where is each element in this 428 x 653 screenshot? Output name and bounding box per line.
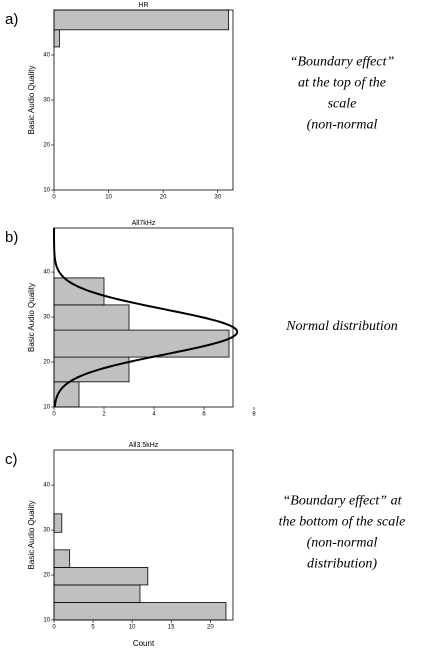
panel-label: c)	[5, 451, 18, 468]
y-tick-label: 30	[43, 315, 50, 321]
x-tick-label: 0	[52, 625, 56, 631]
annotation: (non-normal	[307, 536, 378, 551]
x-tick-label: 0	[52, 412, 56, 418]
x-tick-label: 4	[152, 412, 156, 418]
bar	[53, 584, 141, 603]
x-tick-label: 10	[105, 195, 112, 201]
y-tick-label: 10	[43, 188, 50, 194]
plot-frame	[53, 9, 234, 191]
annotation: the bottom of the scale	[279, 515, 406, 530]
y-tick-label: 30	[43, 98, 50, 104]
panel-label: b)	[5, 229, 18, 246]
annotation: “Boundary effect” at	[283, 494, 403, 509]
bar	[53, 277, 105, 306]
annotation: (non-normal	[307, 118, 378, 133]
chart-title: All3.5kHz	[129, 442, 159, 449]
x-axis-label: Count	[133, 639, 155, 648]
y-axis-label: Basic Audio Quality	[27, 501, 36, 570]
annotation: distribution)	[307, 557, 377, 572]
y-tick-label: 40	[43, 483, 50, 489]
y-axis-label: Basic Audio Quality	[27, 283, 36, 352]
panel-label: a)	[5, 11, 18, 28]
x-tick-label: 6	[202, 412, 206, 418]
y-axis-label: Basic Audio Quality	[27, 66, 36, 135]
x-tick-label: 15	[168, 625, 175, 631]
y-tick-label: 20	[43, 573, 50, 579]
bar	[53, 304, 130, 331]
normal-curve	[53, 227, 239, 408]
x-tick-label: 5	[91, 625, 95, 631]
annotation: scale	[328, 97, 357, 112]
bar	[53, 602, 227, 621]
x-tick-label: 20	[160, 195, 167, 201]
bar	[53, 329, 230, 358]
annotation: at the top of the	[298, 76, 386, 91]
plot-frame	[53, 227, 234, 408]
y-tick-label: 10	[43, 618, 50, 624]
plot-frame	[53, 449, 234, 621]
bar	[53, 566, 149, 586]
x-tick-label: 2	[102, 412, 106, 418]
x-tick-label: 8	[252, 412, 256, 418]
y-tick-label: 30	[43, 528, 50, 534]
y-tick-label: 20	[43, 360, 50, 366]
annotation: Normal distribution	[285, 319, 398, 334]
y-tick-label: 40	[43, 53, 50, 59]
y-tick-label: 40	[43, 270, 50, 276]
bar	[53, 513, 63, 533]
x-tick-label: 30	[214, 195, 221, 201]
x-tick-label: 20	[207, 625, 214, 631]
chart-title: HR	[138, 2, 148, 9]
x-tick-label: 10	[129, 625, 136, 631]
annotation: “Boundary effect”	[290, 55, 395, 70]
chart-title: All7kHz	[132, 220, 156, 227]
bar	[53, 29, 60, 48]
bar	[53, 549, 71, 568]
y-tick-label: 20	[43, 143, 50, 149]
x-tick-label: 0	[52, 195, 56, 201]
bar	[53, 9, 230, 31]
bar	[53, 356, 130, 383]
y-tick-label: 10	[43, 405, 50, 411]
